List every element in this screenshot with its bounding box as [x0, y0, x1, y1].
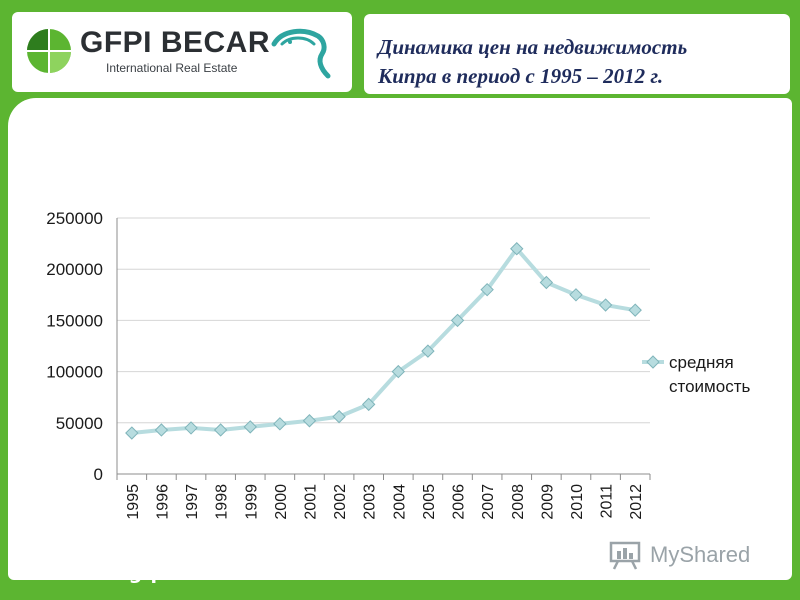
brand-name: GFPI BECAR	[80, 26, 271, 59]
x-tick-label: 1995	[125, 484, 142, 520]
x-tick-label: 2008	[510, 484, 527, 520]
legend-marker	[646, 355, 660, 369]
data-point-marker	[154, 423, 169, 437]
y-tick-label: 250000	[46, 209, 103, 228]
y-tick-labels: 0 50000 100000 150000 200000 250000	[46, 209, 103, 484]
x-tick-label: 2007	[480, 484, 497, 520]
y-tick-label: 200000	[46, 260, 103, 279]
x-tick-labels: 1995 1996 1997 1998 1999 2000 2001 2002 2003 2004…	[125, 484, 645, 520]
data-point-marker	[421, 344, 435, 358]
series-line	[131, 246, 636, 436]
data-point-marker	[273, 417, 287, 431]
x-tick-label: 2002	[332, 484, 349, 520]
y-tick-label: 150000	[46, 311, 103, 330]
data-point-marker	[480, 282, 494, 297]
slide-title: Динамика цен на недвижимость Кипра в пер…	[378, 33, 782, 91]
data-point-marker	[361, 397, 376, 412]
data-point-marker	[125, 426, 139, 440]
axes	[116, 218, 651, 480]
x-tick-label: 2004	[391, 484, 408, 520]
data-point-marker	[302, 414, 317, 428]
x-tick-label: 2010	[569, 484, 586, 520]
presentation-icon	[609, 541, 641, 570]
x-tick-label: 2012	[628, 484, 645, 520]
x-tick-label: 2003	[362, 484, 379, 520]
x-tick-label: 2009	[539, 484, 556, 520]
series-layer	[125, 242, 642, 440]
legend-label: средняя	[669, 353, 734, 372]
grid-lines	[117, 217, 650, 424]
legend: средняя стоимость	[642, 353, 750, 396]
data-point-marker	[628, 303, 642, 317]
x-tick-label: 2011	[599, 484, 616, 519]
gfpi-logo-icon	[27, 29, 71, 73]
brand-tagline: International Real Estate	[106, 61, 238, 75]
x-tick-label: 2001	[302, 484, 319, 520]
slide-title-line2: Кипра в период с 1995 – 2012 г.	[378, 64, 664, 88]
x-tick-label: 1997	[184, 484, 201, 520]
legend-label: стоимость	[669, 377, 750, 396]
x-tick-label: 2000	[273, 484, 290, 520]
data-point-marker	[391, 364, 406, 379]
y-tick-label: 50000	[56, 414, 103, 433]
watermark-text: MyShared	[650, 542, 751, 567]
x-tick-label: 2005	[421, 484, 438, 520]
chart-panel	[8, 98, 792, 580]
data-point-marker	[598, 298, 613, 312]
title-panel	[364, 14, 790, 94]
x-tick-label: 1996	[154, 484, 171, 520]
data-point-marker	[510, 242, 524, 256]
beaver-logo-icon	[271, 28, 331, 79]
data-point-marker	[450, 313, 465, 328]
data-point-marker	[184, 421, 198, 435]
y-tick-label: 100000	[46, 363, 103, 382]
data-point-marker	[539, 275, 554, 290]
x-tick-label: 1998	[214, 484, 231, 520]
slide-title-line1: Динамика цен на недвижимость	[378, 35, 688, 59]
y-tick-label: 0	[94, 465, 103, 484]
data-point-marker	[569, 288, 583, 302]
watermark: MyShared	[608, 540, 768, 570]
data-point-marker	[213, 423, 228, 437]
footer-url[interactable]: www.gfpi.ru	[70, 562, 201, 584]
data-point-marker	[243, 420, 257, 434]
x-tick-label: 1999	[243, 484, 260, 520]
data-point-marker	[332, 409, 346, 424]
x-tick-label: 2006	[451, 484, 468, 520]
